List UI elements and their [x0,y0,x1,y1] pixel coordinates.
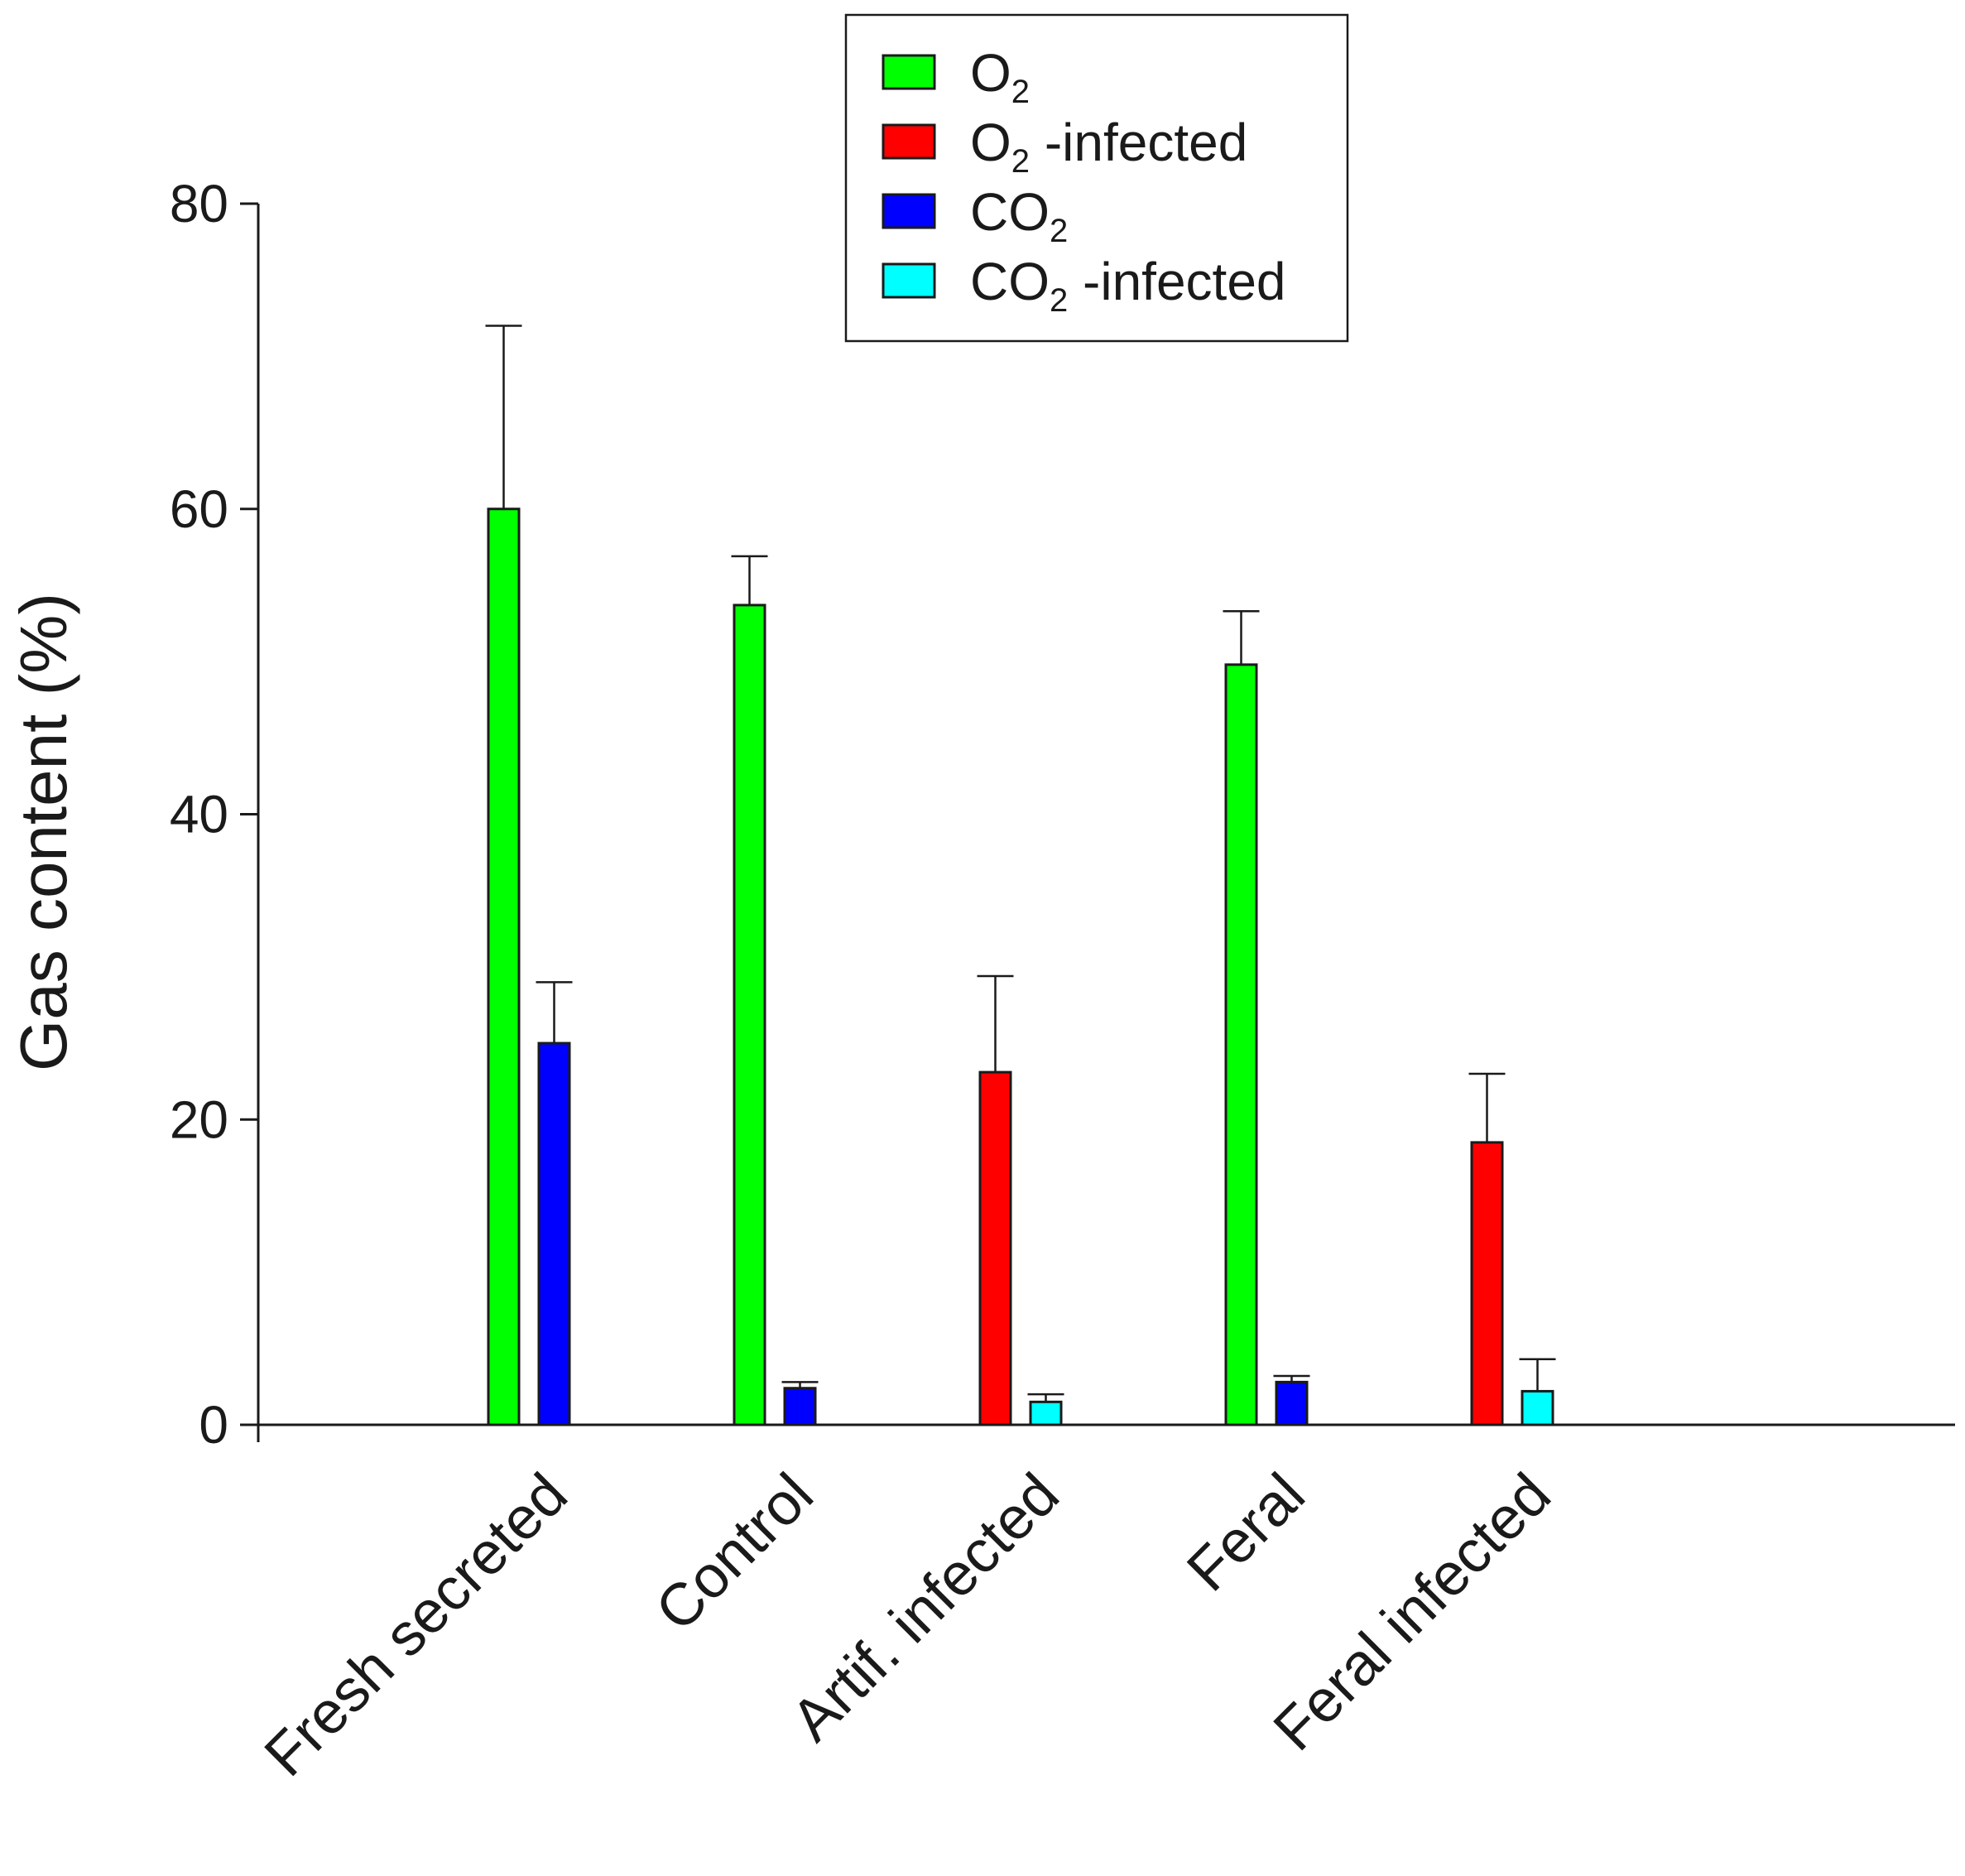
bar [1470,1141,1504,1426]
legend-label: O2 -infected [970,113,1247,180]
bar [537,1041,571,1426]
y-tick-label: 0 [199,1395,228,1455]
y-tick-label: 60 [170,479,228,539]
y-axis-title: Gas content (%) [7,593,80,1071]
legend-label: O2 [970,43,1030,110]
y-tick-label: 80 [170,174,228,233]
x-category-label: Fresh secreted [252,1461,580,1789]
bar [783,1387,817,1426]
legend-label: CO2 -infected [970,252,1286,319]
x-category-label: Control [643,1461,826,1644]
legend-swatch [882,262,936,299]
legend-swatch [882,123,936,160]
bar [487,507,521,1426]
bar [733,604,766,1426]
bar [978,1070,1012,1426]
bar [1029,1400,1063,1426]
bar [1224,663,1258,1426]
y-tick-label: 40 [170,785,228,844]
bars [485,325,1556,1426]
bar [1275,1380,1309,1426]
legend-swatch [882,54,936,90]
legend-label: CO2 [970,182,1068,249]
axis-labels: Gas content (%) Fresh secreted ControlArt… [7,593,1564,1789]
x-category-label: Feral [1175,1461,1318,1604]
bar [1521,1389,1554,1426]
y-tick-label: 20 [170,1090,228,1149]
legend-swatch [882,193,936,229]
axes: 0 20 40 60 80 [170,174,1955,1455]
